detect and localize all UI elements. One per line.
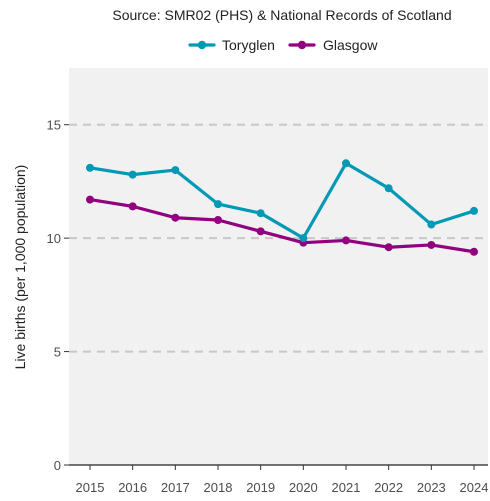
- x-tick-label: 2015: [76, 480, 105, 495]
- data-point-toryglen: [470, 206, 478, 215]
- series-line-toryglen: [88, 161, 476, 240]
- series-glasgow: [86, 195, 478, 256]
- data-point-toryglen: [427, 220, 436, 229]
- data-point-glasgow: [171, 213, 180, 222]
- x-tick-label: 2023: [417, 480, 446, 495]
- legend-item-toryglen: Toryglen: [188, 37, 275, 53]
- data-point-toryglen: [171, 166, 180, 175]
- legend-label: Glasgow: [323, 37, 378, 53]
- data-point-toryglen: [342, 159, 350, 168]
- data-point-glasgow: [384, 243, 393, 252]
- data-point-toryglen: [86, 163, 94, 172]
- data-point-toryglen: [384, 184, 393, 193]
- data-point-glasgow: [214, 215, 222, 224]
- legend-item-glasgow: Glasgow: [288, 37, 378, 53]
- legend: Toryglen Glasgow: [188, 37, 378, 53]
- x-tick-label: 2016: [118, 480, 147, 495]
- legend-label: Toryglen: [222, 37, 275, 53]
- plot-panel: [69, 68, 488, 465]
- data-point-toryglen: [256, 209, 265, 218]
- data-point-glasgow: [470, 247, 478, 256]
- x-tick-label: 2020: [289, 480, 318, 495]
- x-tick-label: 2018: [204, 480, 233, 495]
- y-tick-label: 10: [47, 231, 61, 246]
- data-point-glasgow: [86, 195, 94, 204]
- data-point-toryglen: [214, 200, 222, 209]
- y-tick-label: 0: [54, 458, 61, 473]
- data-point-glasgow: [427, 240, 436, 249]
- data-point-glasgow: [342, 236, 350, 245]
- legend-swatch-point: [197, 40, 207, 50]
- data-point-toryglen: [299, 234, 308, 243]
- series-layer: [86, 159, 478, 256]
- y-tick-label: 15: [47, 118, 61, 133]
- data-point-glasgow: [128, 202, 137, 211]
- data-point-toryglen: [128, 170, 137, 179]
- y-tick-label: 5: [54, 345, 61, 360]
- x-tick-label: 2022: [374, 480, 403, 495]
- x-tick-label: 2021: [332, 480, 361, 495]
- x-axis: 2015 2016 2017 2018 2019 2020 2021 2022 2023 2024: [69, 464, 489, 495]
- data-point-glasgow: [256, 227, 265, 236]
- x-tick-label: 2019: [246, 480, 275, 495]
- series-line-glasgow: [88, 197, 476, 254]
- chart-title: Source: SMR02 (PHS) & National Records o…: [112, 7, 451, 23]
- x-tick-label: 2017: [161, 480, 190, 495]
- x-tick-label: 2024: [460, 480, 489, 495]
- series-toryglen: [86, 159, 478, 243]
- y-axis: 0 5 10 15: [47, 118, 69, 473]
- y-axis-label: Live births (per 1,000 population): [12, 165, 28, 370]
- legend-swatch-point: [297, 40, 307, 50]
